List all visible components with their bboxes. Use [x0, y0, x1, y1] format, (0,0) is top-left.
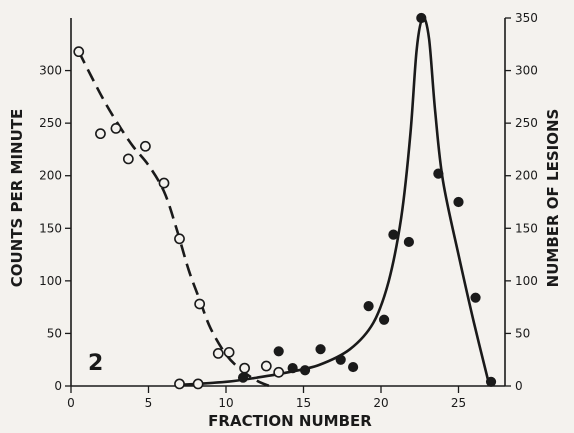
- counts-point: [174, 378, 185, 390]
- y-tick-label-left: 300: [39, 64, 62, 78]
- y-tick-label-left: 250: [39, 116, 62, 130]
- x-tick-label: 25: [451, 396, 466, 410]
- lesions-point: [299, 365, 311, 376]
- y-tick-label-right: 250: [515, 116, 538, 130]
- lesions-point: [363, 300, 374, 312]
- lesions-fit-curve: [179, 16, 491, 387]
- x-tick-label: 20: [373, 396, 388, 410]
- counts-fit-curve: [77, 51, 270, 388]
- y-tick-label-left: 0: [54, 379, 62, 393]
- x-axis-title: FRACTION NUMBER: [208, 412, 372, 430]
- x-tick-label: 10: [218, 396, 233, 410]
- y-tick-label-right: 150: [515, 221, 538, 235]
- lesions-point: [315, 344, 326, 355]
- lesions-point: [453, 196, 464, 208]
- lesions-point: [273, 346, 284, 357]
- panel-label: 2: [88, 351, 103, 376]
- counts-point: [95, 128, 106, 140]
- y-axis-title-left: COUNTS PER MINUTE: [8, 109, 26, 287]
- y-tick-label-left: 50: [47, 326, 62, 340]
- counts-point: [223, 346, 235, 358]
- counts-point: [158, 177, 170, 189]
- counts-point: [212, 348, 224, 359]
- lesions-point: [403, 236, 414, 248]
- lesions-point: [348, 361, 359, 373]
- lesions-point: [335, 354, 346, 365]
- lesions-point: [485, 376, 497, 387]
- counts-point: [273, 366, 285, 378]
- x-tick-label: 0: [67, 396, 75, 410]
- y-tick-label-left: 150: [39, 221, 62, 235]
- counts-point: [139, 140, 151, 152]
- counts-point: [73, 46, 85, 58]
- y-tick-label-left: 200: [39, 169, 62, 183]
- lesions-point: [388, 229, 399, 240]
- lesions-point: [470, 292, 481, 303]
- y-axis-title-right: NUMBER OF LESIONS: [544, 109, 562, 288]
- axes: [70, 18, 506, 387]
- counts-point: [194, 298, 206, 310]
- lesions-point: [237, 372, 249, 383]
- y-tick-label-right: 200: [515, 169, 538, 183]
- y-tick-label-left: 100: [39, 274, 62, 288]
- counts-point: [174, 233, 185, 245]
- lesions-point: [416, 12, 427, 24]
- counts-point: [110, 122, 122, 134]
- counts-point: [260, 360, 272, 372]
- x-tick-label: 5: [145, 396, 153, 410]
- counts-point: [122, 153, 134, 165]
- data-points: [73, 12, 497, 390]
- counts-point: [192, 378, 204, 390]
- counts-point: [239, 362, 250, 374]
- y-tick-label-right: 0: [515, 379, 523, 393]
- lesions-point: [379, 314, 390, 325]
- y-tick-label-right: 350: [515, 11, 538, 25]
- fit-curves: [77, 16, 491, 388]
- lesions-point: [287, 363, 298, 374]
- y-tick-label-right: 100: [515, 274, 538, 288]
- x-tick-label: 15: [296, 396, 311, 410]
- x-ticks: 0 5 10 15 20 25: [67, 386, 466, 410]
- y-tick-label-right: 300: [515, 64, 538, 78]
- y-ticks-left: 0 50 100 150 200 250 300: [39, 64, 71, 393]
- lesions-point: [433, 168, 444, 179]
- y-ticks-right: 0 50 100 150 200 250 300 350: [505, 11, 538, 393]
- y-tick-label-right: 50: [515, 326, 530, 340]
